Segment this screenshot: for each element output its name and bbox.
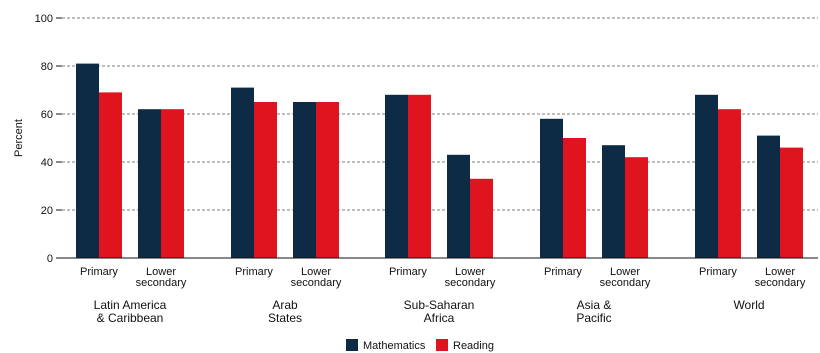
- legend-label-reading: Reading: [453, 340, 494, 352]
- category-label: secondary: [600, 277, 651, 289]
- category-label: secondary: [291, 277, 342, 289]
- group-label: Asia &: [577, 298, 612, 312]
- category-label: Primary: [235, 266, 273, 278]
- y-axis-label: Percent: [13, 119, 25, 157]
- bar-reading: [408, 94, 431, 258]
- group-label: Pacific: [576, 311, 611, 325]
- bar-reading: [316, 102, 339, 258]
- bar-mathematics: [757, 135, 780, 258]
- category-label: Lower: [146, 266, 176, 278]
- bar-mathematics: [293, 102, 316, 258]
- y-axis-ticks: 0 20 40 60 80 100: [35, 13, 62, 265]
- y-tick-label: 0: [47, 253, 53, 265]
- bar-reading: [99, 92, 122, 259]
- group-label: Sub-Saharan: [404, 298, 475, 312]
- y-tick-label: 60: [41, 109, 53, 121]
- category-label: Lower: [455, 266, 485, 278]
- category-label: Primary: [389, 266, 427, 278]
- bar-mathematics: [447, 154, 470, 258]
- group-label: Latin America: [94, 298, 167, 312]
- category-label: Primary: [80, 266, 118, 278]
- grid-lines: [62, 17, 818, 211]
- legend-swatch-mathematics: [346, 339, 358, 351]
- bar-mathematics: [602, 145, 625, 258]
- legend: Mathematics Reading: [346, 339, 494, 352]
- bar-reading: [718, 109, 741, 258]
- category-label: secondary: [755, 277, 806, 289]
- bar-mathematics: [695, 94, 718, 258]
- category-label: Primary: [699, 266, 737, 278]
- legend-label-mathematics: Mathematics: [363, 340, 426, 352]
- group-label: & Caribbean: [97, 311, 164, 325]
- category-label: Lower: [610, 266, 640, 278]
- bar-mathematics: [231, 87, 254, 258]
- bar-mathematics: [138, 109, 161, 258]
- legend-swatch-reading: [436, 339, 448, 351]
- bar-reading: [161, 109, 184, 258]
- bar-reading: [625, 157, 648, 258]
- group-label: World: [733, 298, 764, 312]
- group-label: Arab: [272, 298, 298, 312]
- bars: [76, 63, 803, 259]
- category-label: Lower: [765, 266, 795, 278]
- y-tick-label: 100: [35, 13, 53, 25]
- category-label: Primary: [544, 266, 582, 278]
- bar-mathematics: [540, 118, 563, 258]
- category-label: secondary: [136, 277, 187, 289]
- y-tick-label: 20: [41, 205, 53, 217]
- bar-reading: [254, 102, 277, 258]
- category-label: secondary: [445, 277, 496, 289]
- bar-reading: [470, 178, 493, 258]
- y-tick-label: 40: [41, 157, 53, 169]
- bar-mathematics: [76, 63, 99, 258]
- bar-reading: [563, 138, 586, 258]
- bar-mathematics: [385, 94, 408, 258]
- group-label: States: [268, 311, 302, 325]
- group-label: Africa: [424, 311, 455, 325]
- bar-reading: [780, 147, 803, 258]
- y-tick-label: 80: [41, 61, 53, 73]
- category-label: Lower: [301, 266, 331, 278]
